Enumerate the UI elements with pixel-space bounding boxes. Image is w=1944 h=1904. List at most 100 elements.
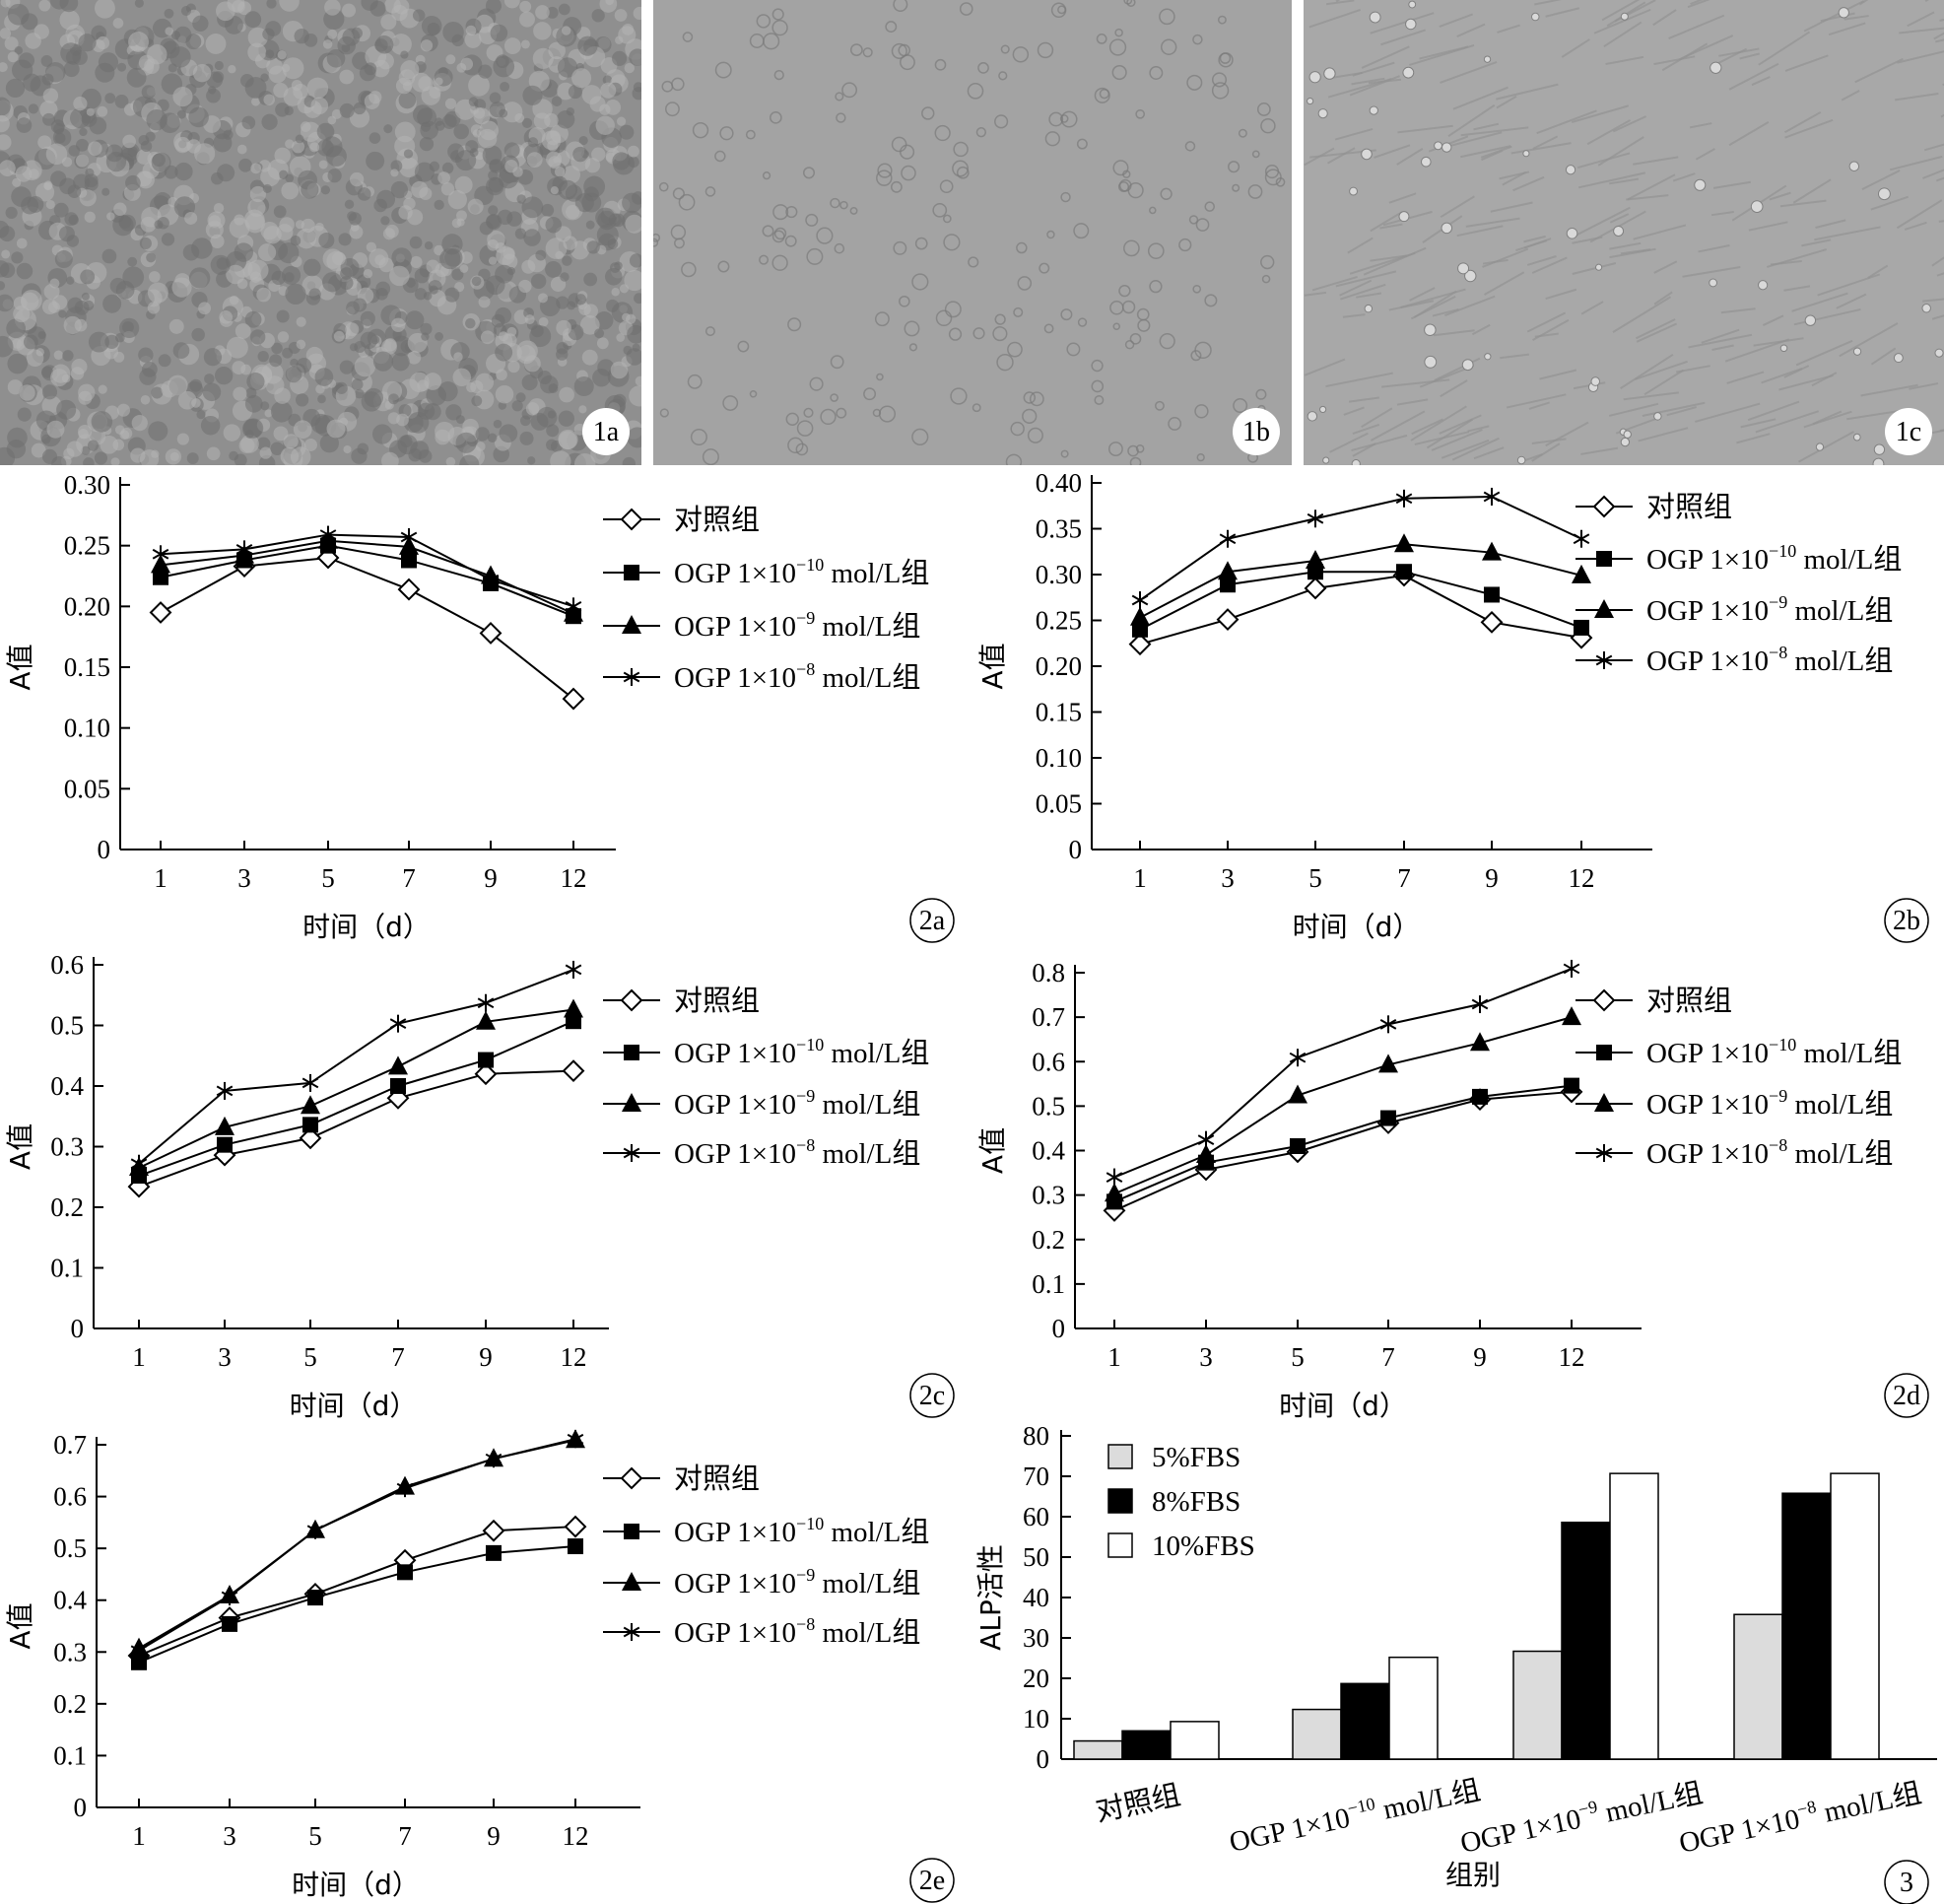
legend-marker [623, 1144, 640, 1162]
bar [1292, 1708, 1342, 1760]
series-line [138, 1438, 576, 1652]
series-4 [130, 1430, 584, 1660]
data-point [568, 1538, 583, 1555]
data-point [389, 1014, 407, 1033]
x-axis-label: 时间（d） [292, 1869, 420, 1901]
chart-2a: 0 0.05 0.10 0.15 0.20 0.25 0.30 1 3 5 7 9 12 时间（d） A值 对… [0, 465, 972, 946]
bar [1561, 1521, 1611, 1760]
legend-label: OGP 1×10−9 mol/L组 [1646, 592, 1893, 627]
data-point [474, 1062, 498, 1086]
y-tick-label: 0.20 [1036, 651, 1082, 681]
x-tick-label: OGP 1×10−9 mol/L组 [1457, 1775, 1706, 1860]
x-tick-label: 5 [303, 1342, 317, 1372]
series-line [138, 1526, 576, 1657]
panel-badge [909, 1373, 955, 1418]
y-tick-label: 30 [1023, 1623, 1049, 1653]
legend-marker [623, 668, 640, 686]
legend-label: 对照组 [674, 1462, 760, 1495]
data-point [1219, 529, 1237, 548]
series-3 [129, 998, 583, 1177]
y-tick-label: 0.2 [53, 1689, 87, 1719]
x-axis-label: 组别 [1445, 1859, 1501, 1891]
bar [1073, 1739, 1123, 1760]
x-axis-label: 时间（d） [1293, 911, 1421, 943]
y-tick-label: 0.5 [53, 1533, 87, 1563]
y-tick-label: 0.20 [64, 591, 110, 621]
y-tick-label: 0.6 [1032, 1047, 1065, 1076]
x-axis-label: 时间（d） [1279, 1390, 1407, 1422]
bar [1170, 1721, 1220, 1760]
data-point [1572, 564, 1591, 583]
data-point [1380, 1110, 1396, 1126]
data-point [1307, 510, 1324, 528]
series-line [138, 1545, 576, 1664]
data-point [1106, 1168, 1123, 1187]
legend-marker [1596, 1045, 1612, 1060]
series-3 [1130, 533, 1591, 626]
legend-marker [1594, 1093, 1614, 1112]
x-tick-label: 9 [1473, 1342, 1487, 1372]
data-point [1562, 1006, 1581, 1026]
micrograph-1a: 1a [0, 0, 641, 465]
data-point [306, 1521, 324, 1539]
series-line [1113, 968, 1573, 1179]
legend-label: OGP 1×10−10 mol/L组 [1646, 1035, 1902, 1069]
series-1 [127, 1059, 585, 1198]
x-tick-label: 1 [154, 863, 168, 893]
legend-label: OGP 1×10−10 mol/L组 [674, 555, 929, 589]
data-point [565, 960, 582, 979]
data-point [1480, 610, 1504, 634]
data-point [482, 571, 500, 589]
legend-marker [1592, 988, 1616, 1012]
series-line [160, 539, 574, 615]
photo-badge [1233, 408, 1280, 455]
y-tick-label: 20 [1023, 1664, 1049, 1693]
y-axis-label: A值 [4, 644, 36, 690]
x-tick-label: 3 [218, 1342, 232, 1372]
legend-label: 5%FBS [1152, 1442, 1240, 1473]
y-tick-label: 0.3 [53, 1637, 87, 1666]
legend-label: 对照组 [1646, 491, 1732, 523]
series-line [1113, 1016, 1573, 1195]
y-tick-label: 40 [1023, 1583, 1049, 1612]
data-point [1290, 1137, 1306, 1154]
data-point [131, 1654, 147, 1670]
series-3 [1105, 1006, 1581, 1202]
y-tick-label: 0.2 [1032, 1225, 1065, 1255]
y-tick-label: 0 [1069, 835, 1083, 864]
panel-badge [909, 898, 955, 943]
data-point [1470, 1032, 1490, 1052]
data-point [1573, 529, 1590, 548]
legend-label: OGP 1×10−10 mol/L组 [674, 1514, 929, 1548]
series-line [1139, 495, 1582, 601]
legend-label: 对照组 [674, 985, 760, 1017]
y-tick-label: 0 [71, 1314, 85, 1343]
x-tick-label: 9 [1485, 863, 1499, 893]
data-point [482, 1519, 505, 1542]
y-tick-label: 0.4 [1032, 1136, 1065, 1166]
photo-background [653, 0, 1292, 465]
x-tick-label: 12 [561, 1342, 587, 1372]
cell-texture [0, 0, 641, 465]
x-tick-label: 对照组 [1093, 1779, 1183, 1828]
y-tick-label: 0.05 [1036, 789, 1082, 819]
photo-badge-label: 1a [593, 417, 620, 447]
series-3 [129, 1429, 585, 1657]
y-axis-label: A值 [976, 1127, 1009, 1174]
y-tick-label: 0.15 [64, 652, 110, 682]
legend-label: OGP 1×10−8 mol/L组 [1646, 643, 1893, 677]
data-point [1105, 1183, 1124, 1202]
data-point [1220, 577, 1236, 593]
data-point [564, 998, 583, 1018]
y-tick-label: 0.1 [53, 1740, 87, 1770]
x-tick-label: 12 [1559, 1342, 1585, 1372]
legend-marker [624, 1524, 639, 1539]
series-1 [127, 1515, 587, 1667]
bar [1388, 1656, 1439, 1760]
y-tick-label: 0.10 [64, 714, 110, 743]
x-tick-label: 5 [1291, 1342, 1305, 1372]
bar [1121, 1730, 1172, 1760]
series-1 [149, 546, 585, 711]
legend-label: OGP 1×10−8 mol/L组 [674, 659, 920, 694]
y-tick-label: 0.30 [64, 470, 110, 500]
